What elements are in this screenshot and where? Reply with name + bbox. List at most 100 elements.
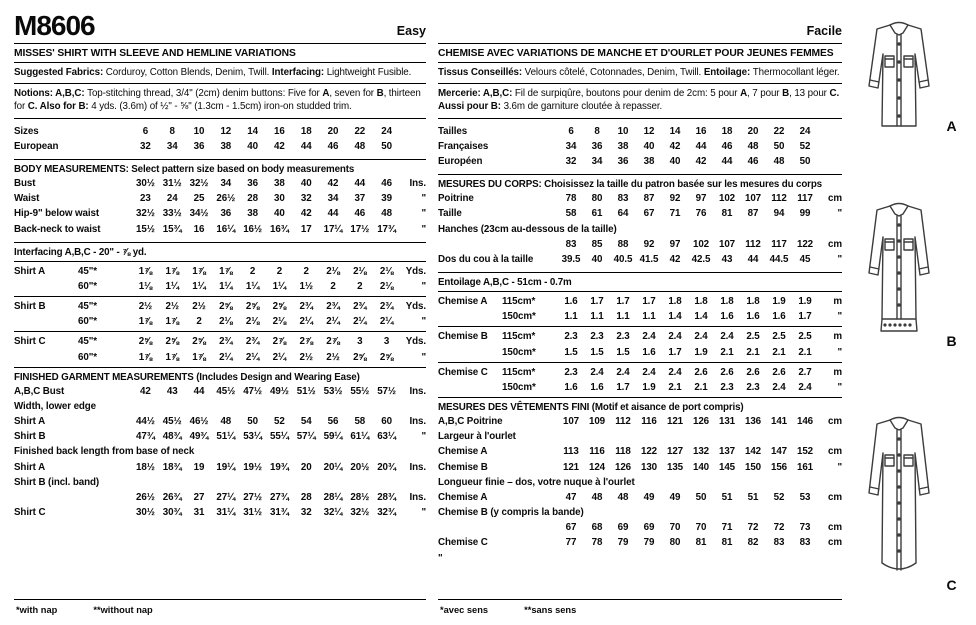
divider bbox=[14, 117, 426, 119]
table-cell: 112 bbox=[745, 238, 761, 250]
table-cell: 2⅞ bbox=[326, 336, 340, 348]
row-unit: Ins. bbox=[409, 385, 427, 397]
table-cell: 2¼ bbox=[326, 316, 340, 328]
table-cell: 2.1 bbox=[746, 346, 760, 358]
divider bbox=[14, 599, 426, 600]
shirt-c-sketch bbox=[868, 416, 931, 571]
table-cell: 42 bbox=[300, 208, 312, 220]
row-unit: Ins. bbox=[409, 461, 427, 473]
table-row: Shirt C 30½ 30¾ 31 31¼ 31½ 31¾ 32 32¼ 32½ 32¾ " bbox=[14, 505, 426, 520]
table-cell: 58 bbox=[565, 208, 577, 220]
table-cell: 50 bbox=[381, 140, 392, 152]
table-cell: 2⅞ bbox=[299, 336, 313, 348]
table-cell: 31½ bbox=[162, 178, 182, 189]
table-row: 150cm* 1.6 1.6 1.7 1.9 2.1 2.1 2.3 2.3 2.4 2.4 " bbox=[438, 380, 842, 395]
table-row: 60"* 1⅞ 1⅞ 1⅞ 2¼ 2¼ 2¼ 2½ 2½ 2⅝ 2⅝ " bbox=[14, 350, 426, 365]
table-cell: 26¾ bbox=[162, 491, 182, 503]
table-cell: 36 bbox=[247, 178, 258, 189]
table-cell: 14 bbox=[669, 125, 681, 137]
table-cell: 2⅞ bbox=[272, 336, 287, 348]
table-cell: 6 bbox=[142, 125, 149, 137]
table-cell: 20¼ bbox=[323, 461, 343, 473]
divider bbox=[438, 291, 842, 293]
table-cell: 51¼ bbox=[216, 431, 236, 443]
table-cell: 34 bbox=[220, 178, 232, 189]
table-cell: 2.1 bbox=[772, 346, 786, 358]
divider bbox=[438, 272, 842, 274]
divider bbox=[438, 174, 842, 176]
table-cell: 2.4 bbox=[616, 366, 630, 378]
table-cell: 36 bbox=[591, 140, 603, 152]
table-cell: 2⅝ bbox=[192, 336, 206, 348]
table-cell: 48 bbox=[617, 491, 629, 503]
table-cell: 2.6 bbox=[746, 366, 760, 378]
table-cell: 135 bbox=[666, 461, 684, 473]
table-cell: 1⅞ bbox=[138, 265, 153, 277]
row-label: " bbox=[438, 552, 443, 564]
table-cell: 61¼ bbox=[350, 431, 370, 443]
row-unit: " bbox=[421, 351, 426, 363]
table-cell: 52 bbox=[274, 416, 285, 428]
table-cell: 36 bbox=[220, 208, 232, 220]
table-cell: 25 bbox=[193, 193, 205, 205]
row-label: Dos du cou à la taille bbox=[438, 253, 534, 265]
table-cell: 54 bbox=[300, 416, 312, 428]
row-label: Shirt C bbox=[14, 507, 46, 519]
table-cell: 45 bbox=[799, 253, 811, 265]
table-cell: 3 bbox=[383, 336, 390, 348]
finished-measurements-header-fr: MESURES DES VÊTEMENTS FINI (Motif et ais… bbox=[438, 402, 744, 414]
divider bbox=[14, 241, 426, 243]
table-cell: 1.7 bbox=[590, 296, 604, 308]
row-label: 60"* bbox=[78, 351, 97, 363]
table-cell: 1.5 bbox=[616, 346, 630, 358]
interfacing-note-fr: Entoilage A,B,C - 51cm - 0.7m bbox=[438, 277, 572, 289]
view-b: B bbox=[859, 199, 957, 359]
table-cell: 2.3 bbox=[616, 331, 630, 343]
table-cell: 18¾ bbox=[162, 461, 182, 473]
divider bbox=[14, 260, 426, 262]
row-unit: " bbox=[837, 311, 842, 323]
table-row: European 32 34 36 38 40 42 44 46 48 50 bbox=[14, 139, 426, 154]
table-cell: 16¾ bbox=[270, 223, 289, 235]
table-cell: 2.3 bbox=[720, 381, 734, 393]
table-cell: 67 bbox=[643, 208, 655, 220]
row-unit: Ins. bbox=[409, 416, 427, 428]
row-label: 60"* bbox=[78, 280, 97, 292]
row-label: Back-neck to waist bbox=[14, 223, 101, 235]
table-row: Tailles 6 8 10 12 14 16 18 20 22 24 bbox=[438, 124, 842, 139]
table-cell: 1.1 bbox=[564, 311, 578, 323]
row-label: Chemise C 115cm* bbox=[438, 366, 536, 378]
table-cell: 12 bbox=[643, 125, 655, 137]
row-unit: m bbox=[833, 366, 842, 378]
table-cell: 79 bbox=[643, 537, 655, 549]
table-row: " bbox=[438, 551, 842, 566]
table-cell: 87 bbox=[747, 208, 759, 220]
table-cell: 47 bbox=[565, 491, 577, 503]
table-cell: 6 bbox=[568, 125, 574, 137]
table-row: Back-neck to waist 15½ 15¾ 16 16¼ 16½ 16¾ 17 17… bbox=[14, 222, 426, 237]
table-cell: 18 bbox=[300, 125, 312, 137]
table-cell: 46 bbox=[381, 178, 392, 189]
table-cell: 71 bbox=[669, 208, 681, 220]
row-label: Chemise A bbox=[438, 446, 488, 458]
table-cell: 20½ bbox=[350, 461, 370, 473]
divider bbox=[438, 326, 842, 328]
row-unit: " bbox=[421, 431, 426, 443]
row-label: Tailles bbox=[438, 125, 468, 137]
table-cell: 17¼ bbox=[323, 223, 343, 235]
table-cell: 1⅞ bbox=[138, 351, 153, 363]
table-cell: 40 bbox=[300, 178, 312, 189]
table-cell: 42 bbox=[327, 178, 339, 189]
row-unit: Ins. bbox=[409, 178, 427, 189]
table-cell: 73 bbox=[799, 522, 811, 534]
table-cell: 2⅝ bbox=[272, 301, 287, 313]
table-cell: 28 bbox=[247, 193, 258, 205]
table-cell: 64 bbox=[617, 208, 629, 220]
row-label: Waist bbox=[14, 193, 40, 205]
body-measurements-header-fr: MESURES DU CORPS: Choisissez la taille d… bbox=[438, 179, 822, 191]
table-cell: 1½ bbox=[299, 280, 313, 292]
table-cell: 1⅞ bbox=[138, 316, 153, 328]
table-cell: 69 bbox=[643, 522, 655, 534]
table-cell: 150 bbox=[744, 461, 762, 473]
table-cell: 46½ bbox=[189, 416, 209, 428]
